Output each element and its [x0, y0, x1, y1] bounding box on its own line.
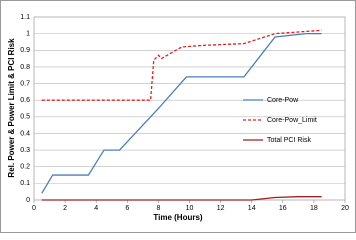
series-line [41, 32, 322, 194]
x-tick-label: 10 [186, 205, 194, 212]
x-tick-label: 0 [32, 205, 36, 212]
y-tick-label: 0 [26, 197, 30, 204]
y-tick-label: 1 [26, 30, 30, 37]
y-tick-label: 0.3 [20, 147, 30, 154]
x-tick-label: 2 [63, 205, 67, 212]
legend-label: Core-Pow [267, 97, 299, 104]
plot-area [33, 16, 346, 201]
x-tick-label: 18 [310, 205, 318, 212]
x-tick-label: 8 [156, 205, 160, 212]
legend-label: Core-Pow_Limit [267, 117, 317, 124]
x-tick-label: 14 [248, 205, 256, 212]
x-tick-label: 6 [125, 205, 129, 212]
x-axis-label: Time (Hours) [153, 213, 203, 222]
legend-label: Total PCI Risk [267, 137, 311, 144]
y-axis-label: Rel. Power & Power Limit & PCI Risk [7, 38, 16, 178]
y-tick-label: 0.4 [20, 130, 30, 137]
chart: Time (Hours) Rel. Power & Power Limit & … [0, 0, 356, 233]
x-tick-label: 16 [279, 205, 287, 212]
y-tick-label: 0.1 [20, 180, 30, 187]
x-tick-label: 12 [217, 205, 225, 212]
x-tick-label: 4 [94, 205, 98, 212]
series-line [41, 29, 322, 101]
y-tick-label: 0.9 [20, 47, 30, 54]
y-tick-label: 0.5 [20, 114, 30, 121]
y-tick-label: 1.1 [20, 14, 30, 21]
series-line [41, 196, 322, 201]
y-tick-label: 0.7 [20, 80, 30, 87]
y-tick-label: 0.8 [20, 64, 30, 71]
x-tick-label: 20 [341, 205, 349, 212]
y-tick-label: 0.6 [20, 97, 30, 104]
y-tick-label: 0.2 [20, 164, 30, 171]
